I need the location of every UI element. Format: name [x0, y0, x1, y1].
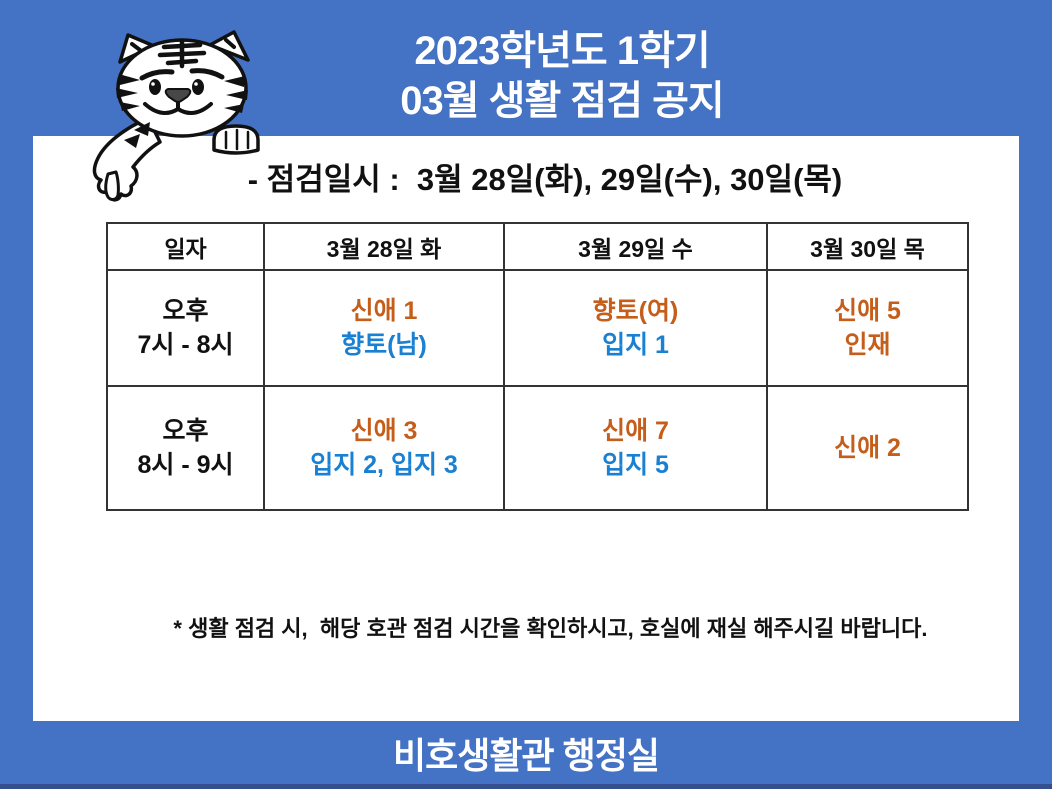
building-label: 입지 1 [602, 331, 669, 359]
table-header-row: 일자 3월 28일 화 3월 29일 수 3월 30일 목 [106, 222, 969, 271]
page-title-line2: 03월 생활 점검 공지 [400, 79, 724, 123]
page-title-line1: 2023학년도 1학기 [414, 29, 710, 73]
building-label: 향토(남) [341, 331, 427, 359]
table-row: 오후 8시 - 9시 신애 3 입지 2, 입지 3 신애 7 입지 5 신애 … [106, 385, 969, 511]
building-label: 입지 5 [602, 451, 669, 479]
time-slot-line: 오후 [162, 417, 209, 445]
building-label: 신애 3 [350, 417, 418, 445]
schedule-cell: 향토(여) 입지 1 [503, 269, 768, 387]
content-panel: - 점검일시 : 3월 28일(화), 29일(수), 30일(목) 일자 3월… [33, 136, 1019, 721]
building-label: 신애 2 [834, 434, 901, 462]
table-header-mar29: 3월 29일 수 [503, 222, 768, 271]
time-slot-line: 오후 [162, 297, 209, 325]
schedule-cell: 신애 5 인재 [766, 269, 969, 387]
tiger-mascot-icon [92, 30, 260, 202]
inspection-schedule-table: 일자 3월 28일 화 3월 29일 수 3월 30일 목 오후 7시 - 8시… [106, 222, 969, 511]
time-slot-cell: 오후 8시 - 9시 [106, 385, 265, 511]
bottom-edge-strip [0, 784, 1052, 789]
schedule-cell: 신애 3 입지 2, 입지 3 [263, 385, 505, 511]
page-title: 2023학년도 1학기 03월 생활 점검 공지 [0, 26, 1052, 126]
note-attendance: * 생활 점검 시, 해당 호관 점검 시간을 확인하시고, 호실에 재실 해주… [33, 584, 1019, 674]
building-label: 신애 1 [350, 297, 418, 325]
table-header-mar28: 3월 28일 화 [263, 222, 505, 271]
building-label: 신애 5 [834, 297, 901, 325]
footer-bar: 비호생활관 행정실 [0, 721, 1052, 784]
schedule-cell: 신애 7 입지 5 [503, 385, 768, 511]
building-label: 향토(여) [592, 297, 679, 325]
table-row: 오후 7시 - 8시 신애 1 향토(남) 향토(여) 입지 1 신애 5 인재 [106, 269, 969, 387]
schedule-cell: 신애 1 향토(남) [263, 269, 505, 387]
table-header-mar30: 3월 30일 목 [766, 222, 969, 271]
time-slot-cell: 오후 7시 - 8시 [106, 269, 265, 387]
time-slot-line: 7시 - 8시 [137, 331, 234, 359]
building-label: 신애 7 [602, 417, 669, 445]
note-text: * 생활 점검 시, 해당 호관 점검 시간을 확인하시고, 호실에 재실 해주… [173, 616, 928, 641]
building-label: 입지 2, 입지 3 [310, 451, 458, 479]
notes-section: * 생활 점검 시, 해당 호관 점검 시간을 확인하시고, 호실에 재실 해주… [33, 524, 1019, 789]
schedule-cell: 신애 2 [766, 385, 969, 511]
building-label: 인재 [844, 331, 891, 359]
inspection-date-line: - 점검일시 : 3월 28일(화), 29일(수), 30일(목) [247, 162, 843, 197]
footer-office-name: 비호생활관 행정실 [393, 734, 660, 776]
table-header-date: 일자 [106, 222, 265, 271]
time-slot-line: 8시 - 9시 [137, 451, 234, 479]
